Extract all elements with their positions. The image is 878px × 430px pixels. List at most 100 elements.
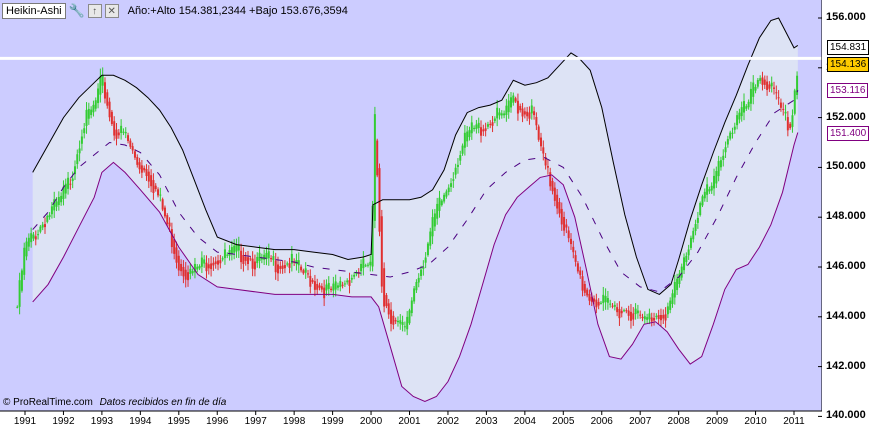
candle-body <box>85 109 88 126</box>
candle-body <box>618 308 621 319</box>
candle-body <box>353 274 356 277</box>
candle-body <box>297 260 300 266</box>
maximize-icon[interactable]: ↑ <box>87 4 102 18</box>
brand-text[interactable]: © ProRealTime.com <box>3 397 93 408</box>
candle-body <box>203 259 206 264</box>
candle-body <box>23 247 26 275</box>
candle-body <box>613 304 616 307</box>
candle-body <box>311 280 314 282</box>
candle-body <box>270 258 273 260</box>
candle-body <box>636 310 639 314</box>
candle-body <box>159 194 162 196</box>
candle-body <box>756 79 759 87</box>
candle-body <box>387 303 390 315</box>
candle-body <box>360 263 363 272</box>
candle-body <box>415 282 418 291</box>
candle-body <box>443 194 446 202</box>
candle-body <box>708 189 711 192</box>
indicator-name[interactable]: Heikin-Ashi <box>2 3 66 19</box>
candle-body <box>431 217 434 237</box>
candle-body <box>376 140 379 176</box>
candle-body <box>715 171 718 184</box>
candle-body <box>260 257 263 260</box>
x-tick-label: 1999 <box>321 416 344 427</box>
candle-body <box>306 273 309 275</box>
close-icon[interactable]: ✕ <box>104 4 119 18</box>
candle-body <box>480 127 483 136</box>
candle-body <box>796 75 799 95</box>
candle-body <box>563 216 566 231</box>
candle-body <box>274 260 277 273</box>
candle-body <box>648 313 651 320</box>
candle-body <box>212 262 215 266</box>
x-tick-label: 1994 <box>129 416 152 427</box>
candle-body <box>569 238 572 245</box>
candle-body <box>597 301 600 306</box>
candle-body <box>240 250 243 263</box>
candle-body <box>247 257 250 265</box>
wrench-icon[interactable]: 🔧 <box>68 3 85 18</box>
candle-body <box>161 199 164 210</box>
price-tag: 154.831 <box>827 40 870 56</box>
candle-body <box>516 100 519 114</box>
candle-body <box>542 147 545 154</box>
price-tag: 153.116 <box>827 82 869 98</box>
candle-body <box>595 299 598 308</box>
candle-body <box>94 100 97 109</box>
candle-body <box>793 90 796 114</box>
candle-body <box>210 263 213 270</box>
candle-body <box>25 241 28 257</box>
candle-body <box>523 111 526 115</box>
candle-body <box>646 317 649 320</box>
candle-body <box>133 151 136 158</box>
candle-body <box>722 155 725 160</box>
candle-body <box>168 222 171 227</box>
candle-body <box>272 256 275 261</box>
candle-body <box>62 186 65 199</box>
candle-body <box>60 195 63 203</box>
candle-body <box>399 320 402 324</box>
candle-body <box>510 97 513 108</box>
candle-body <box>350 277 353 280</box>
candle-body <box>290 253 293 264</box>
candle-body <box>424 257 427 263</box>
candle-body <box>731 132 734 134</box>
candle-body <box>196 266 199 270</box>
candle-body <box>687 249 690 256</box>
candle-body <box>325 284 328 291</box>
candle-body <box>590 296 593 302</box>
y-tick-label: 144.000 <box>826 309 866 322</box>
candle-body <box>461 145 464 154</box>
candle-body <box>599 302 602 304</box>
candle-body <box>90 109 93 115</box>
candle-body <box>304 268 307 273</box>
candle-body <box>406 316 409 330</box>
x-tick-label: 1998 <box>283 416 306 427</box>
candle-body <box>662 314 665 319</box>
candle-body <box>593 298 596 302</box>
candle-body <box>53 199 56 211</box>
candle-body <box>489 123 492 125</box>
candle-body <box>535 117 538 126</box>
candle-body <box>251 258 254 269</box>
candle-body <box>355 272 358 275</box>
candle-body <box>341 284 344 286</box>
candle-body <box>320 286 323 290</box>
candle-body <box>256 256 259 264</box>
candle-body <box>18 280 21 307</box>
y-tick-label: 156.000 <box>826 11 866 23</box>
x-tick-label: 2004 <box>513 416 536 427</box>
candle-body <box>300 266 303 271</box>
candle-body <box>770 82 773 87</box>
candle-body <box>669 300 672 310</box>
candle-body <box>537 126 540 140</box>
candle-body <box>64 183 67 194</box>
candle-body <box>784 111 787 114</box>
candle-body <box>87 108 90 119</box>
candle-body <box>413 288 416 302</box>
candle-body <box>318 285 321 288</box>
candle-body <box>67 177 70 189</box>
candle-body <box>108 101 111 118</box>
